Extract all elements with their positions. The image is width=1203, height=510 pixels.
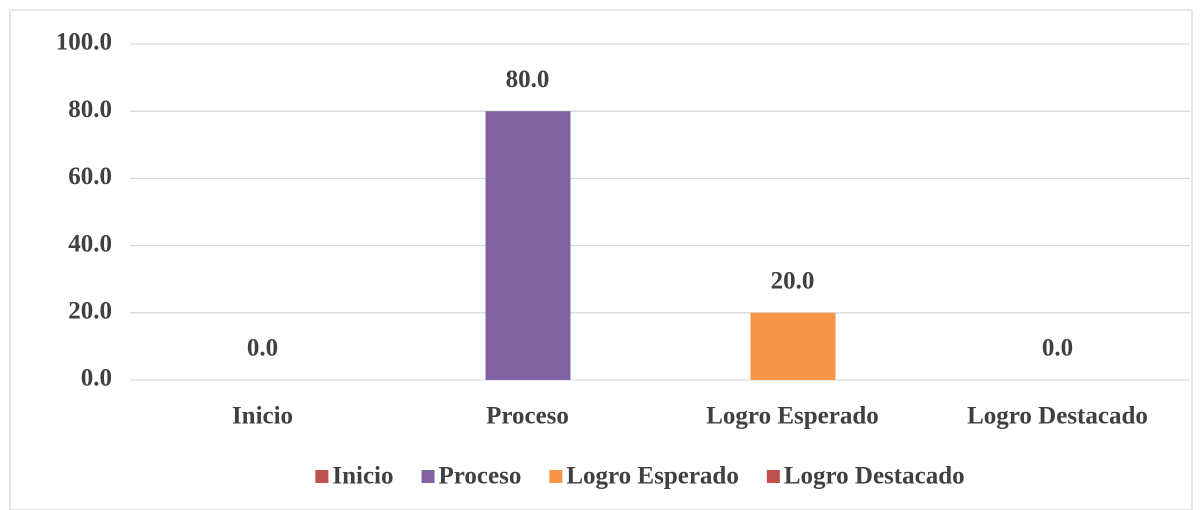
x-tick-label: Inicio <box>232 403 293 430</box>
y-tick-label: 60.0 <box>68 163 112 190</box>
legend-swatch <box>421 470 435 483</box>
data-label: 20.0 <box>771 268 815 295</box>
legend-label: Proceso <box>439 463 522 490</box>
y-tick-label: 100.0 <box>56 29 112 56</box>
data-label: 0.0 <box>1042 335 1073 362</box>
y-tick-label: 80.0 <box>68 96 112 123</box>
chart-border <box>9 9 1193 510</box>
legend-label: Logro Esperado <box>566 463 738 490</box>
x-tick-label: Logro Destacado <box>967 403 1148 430</box>
y-tick-label: 40.0 <box>68 230 112 257</box>
y-tick-label: 20.0 <box>68 298 112 325</box>
legend-swatch <box>549 470 563 483</box>
bar <box>485 111 571 380</box>
bar <box>750 312 836 380</box>
data-label: 0.0 <box>247 335 278 362</box>
legend-swatch <box>315 470 329 483</box>
y-tick-label: 0.0 <box>81 365 112 392</box>
legend-swatch <box>766 470 780 483</box>
x-tick-label: Logro Esperado <box>706 403 878 430</box>
x-tick-label: Proceso <box>486 403 569 430</box>
data-label: 80.0 <box>506 66 550 93</box>
legend-label: Logro Destacado <box>784 463 965 490</box>
legend-label: Inicio <box>332 463 393 490</box>
